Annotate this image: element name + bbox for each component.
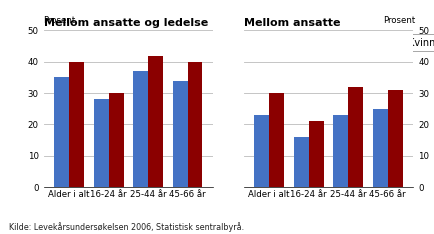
Bar bbox=[347, 87, 362, 187]
Bar bbox=[253, 115, 269, 187]
Bar bbox=[269, 93, 283, 187]
Text: Prosent: Prosent bbox=[43, 16, 76, 25]
Bar bbox=[308, 121, 323, 187]
Legend: Menn, Kvinner: Menn, Kvinner bbox=[342, 34, 434, 51]
Bar bbox=[93, 99, 108, 187]
Bar bbox=[54, 77, 69, 187]
Text: Prosent: Prosent bbox=[382, 16, 414, 25]
Bar bbox=[387, 90, 402, 187]
Text: Mellom ansatte: Mellom ansatte bbox=[243, 18, 339, 28]
Bar bbox=[187, 62, 202, 187]
Bar bbox=[69, 62, 84, 187]
Bar bbox=[332, 115, 347, 187]
Bar bbox=[293, 137, 308, 187]
Bar bbox=[133, 71, 148, 187]
Bar bbox=[108, 93, 123, 187]
Bar bbox=[372, 109, 387, 187]
Text: Kilde: Levekårsundersøkelsen 2006, Statistisk sentralbyrå.: Kilde: Levekårsundersøkelsen 2006, Stati… bbox=[9, 222, 243, 232]
Text: Mellom ansatte og ledelse: Mellom ansatte og ledelse bbox=[43, 18, 207, 28]
Bar bbox=[148, 55, 163, 187]
Bar bbox=[172, 80, 187, 187]
